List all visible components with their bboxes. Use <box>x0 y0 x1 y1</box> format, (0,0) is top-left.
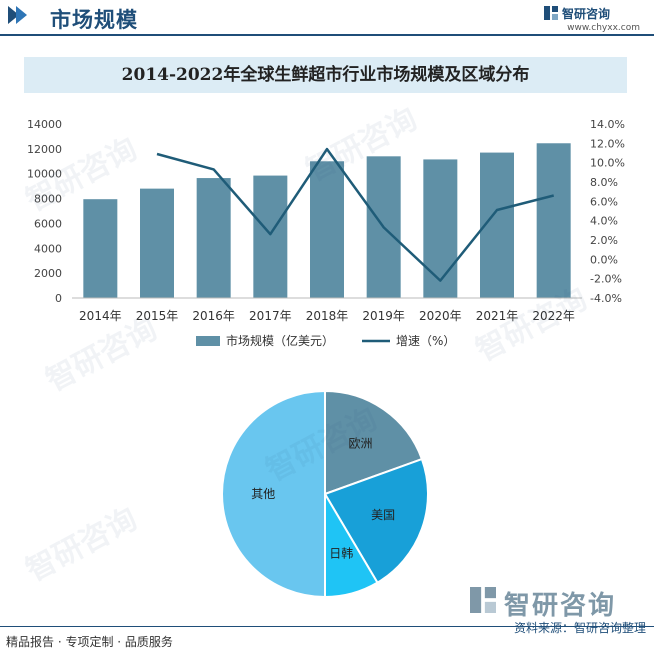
pie-slice-label: 美国 <box>371 508 395 522</box>
x-tick-label: 2016年 <box>192 309 235 323</box>
bar-market-size <box>536 143 571 298</box>
pie-slice <box>221 389 326 599</box>
section-title: 市场规模 <box>50 8 138 32</box>
bottom-brand-name: 智研咨询 <box>504 591 617 621</box>
y-right-tick-label: 14.0% <box>590 118 625 131</box>
watermark: 智研咨询 <box>20 501 143 589</box>
y-left-tick-label: 10000 <box>27 168 62 181</box>
brand-logo-icon <box>544 6 558 20</box>
line-growth-rate <box>156 147 555 282</box>
bar-market-size <box>196 178 231 298</box>
bar-market-size <box>83 199 118 298</box>
bar-market-size <box>140 188 174 298</box>
y-right-tick-label: -4.0% <box>590 292 622 305</box>
x-tick-label: 2021年 <box>476 309 519 323</box>
y-right-tick-label: 0.0% <box>590 253 618 266</box>
page-header: 市场规模 智研咨询 www.chyxx.com <box>0 0 654 34</box>
x-tick-label: 2017年 <box>249 309 292 323</box>
x-tick-label: 2019年 <box>362 309 405 323</box>
y-right-tick-label: 4.0% <box>590 215 618 228</box>
y-left-tick-label: 0 <box>55 292 62 305</box>
x-tick-label: 2022年 <box>532 309 575 323</box>
brand-name: 智研咨询 <box>562 7 611 21</box>
y-right-tick-label: 10.0% <box>590 157 625 170</box>
x-tick-label: 2018年 <box>306 309 349 323</box>
pie-slice <box>324 389 424 496</box>
pie-slice-label: 欧洲 <box>349 436 373 450</box>
combo-chart: 0 2000 4000 6000 8000 10000 12000 14000 -4.0% -2.… <box>27 118 625 348</box>
pie-slice-label: 其他 <box>251 487 275 501</box>
y-right-tick-label: 2.0% <box>590 234 618 247</box>
x-tick-label: 2014年 <box>79 309 122 323</box>
y-left-tick-label: 8000 <box>34 193 62 206</box>
x-tick-label: 2020年 <box>419 309 462 323</box>
y-left-tick-label: 2000 <box>34 267 62 280</box>
bottom-logo-icon <box>470 587 496 613</box>
chart-title: 2014-2022年全球生鲜超市行业市场规模及区域分布 <box>121 65 530 85</box>
bar-market-size <box>423 159 458 298</box>
header-chevron-icon <box>8 6 27 24</box>
y-right-tick-label: 6.0% <box>590 195 618 208</box>
y-right-tick-label: -2.0% <box>590 273 622 286</box>
y-left-tick-label: 4000 <box>34 242 62 255</box>
footer-tagline: 精品报告 · 专项定制 · 品质服务 <box>6 635 173 649</box>
x-tick-label: 2015年 <box>136 309 179 323</box>
brand-url: www.chyxx.com <box>567 23 640 33</box>
y-left-tick-label: 6000 <box>34 217 62 230</box>
bar-market-size <box>253 175 288 298</box>
chart-title-band: 2014-2022年全球生鲜超市行业市场规模及区域分布 <box>24 57 627 93</box>
brand-logo: 智研咨询 www.chyxx.com <box>540 5 640 35</box>
pie-slice <box>323 457 429 585</box>
y-right-tick-label: 12.0% <box>590 137 625 150</box>
y-left-tick-label: 12000 <box>27 143 62 156</box>
legend-label-bar: 市场规模（亿美元） <box>226 333 334 348</box>
header-divider <box>0 34 654 36</box>
y-left-tick-label: 14000 <box>27 118 62 131</box>
source-note: 资料来源：智研咨询整理 <box>513 621 646 635</box>
bottom-brand-logo: 智研咨询 <box>470 585 640 621</box>
bar-market-size <box>310 161 344 298</box>
legend-label-line: 增速（%） <box>396 334 455 348</box>
footer-divider <box>0 626 654 627</box>
y-right-tick-label: 8.0% <box>590 176 618 189</box>
legend-swatch-bar <box>196 336 220 346</box>
pie-slice-label: 日韩 <box>329 546 353 561</box>
